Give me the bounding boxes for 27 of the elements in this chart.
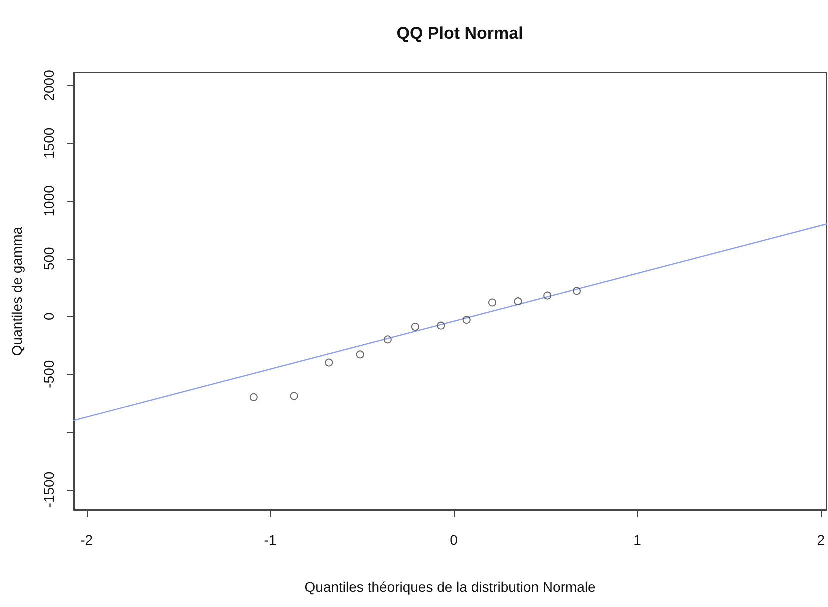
point [437,322,446,330]
y-tick-label: -1500 [41,472,57,508]
y-tick-label: 2000 [41,70,57,102]
x-tick-label: -1 [264,532,277,548]
point [250,393,258,402]
y-tick-label: -500 [41,360,57,388]
y-tick-label: 500 [41,246,57,271]
y-tick-label: 1500 [41,128,57,160]
x-axis-title: Quantiles théoriques de la distribution Normale [304,579,596,595]
y-tick-label: 0 [41,312,57,321]
chart-title: QQ Plot Normal [396,24,524,43]
point [514,298,522,306]
x-tick-label: 2 [817,532,826,548]
y-tick-label: 1000 [41,185,57,217]
point [384,336,392,344]
x-tick-label: 1 [634,532,642,548]
point [462,316,471,324]
x-tick-label: -2 [80,532,94,548]
point [290,392,298,400]
x-tick-label: 0 [450,532,458,548]
point [488,298,497,307]
point [411,323,420,331]
point [325,358,334,367]
y-axis-title: Quantiles de gamma [9,226,25,356]
point [356,350,364,359]
point [544,292,552,300]
point [572,287,581,296]
